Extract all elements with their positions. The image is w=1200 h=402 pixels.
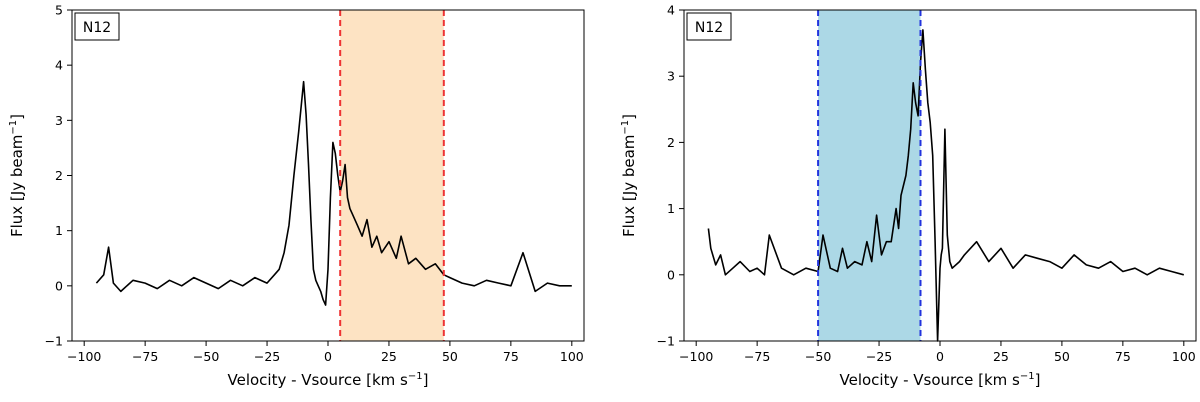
shaded-velocity-band [340,10,444,341]
chart-panel-left: −100 −75 −50 −25 0 25 50 75 100 −1 0 1 2 3 4 5 Velocity … [8,3,585,389]
x-tick-label: 25 [381,349,397,364]
x-tick-label: 75 [503,349,519,364]
y-tick-label: 2 [667,135,675,150]
y-tick-label: 0 [667,267,675,282]
chart-panel-right: −100 −75 −50 −25 0 25 50 75 100 −1 0 1 2 3 4 Velocity -… [620,3,1197,389]
y-tick-label: −1 [45,334,63,349]
y-tick-label: 0 [55,278,63,293]
x-tick-label: 0 [324,349,332,364]
x-tick-label: −50 [193,349,219,364]
x-tick-label: −50 [805,349,831,364]
x-tick-label: 75 [1115,349,1131,364]
panel-label-box [686,12,732,41]
y-tick-label: 4 [667,3,675,18]
x-axis-label: Velocity - Vsource [km s−1] [228,371,429,389]
y-tick-label: 3 [55,113,63,128]
x-tick-label: −100 [679,349,713,364]
x-tick-label: 25 [993,349,1009,364]
y-tick-label: −1 [657,334,675,349]
spectrum-line [95,80,572,306]
x-tick-label: 50 [1054,349,1070,364]
y-axis-label: Flux [Jy beam−1] [620,114,638,237]
x-axis-label: Velocity - Vsource [km s−1] [840,371,1041,389]
y-tick-label: 4 [55,58,63,73]
y-axis-label: Flux [Jy beam−1] [8,114,26,237]
y-tick-label: 5 [55,3,63,18]
y-tick-label: 3 [667,69,675,84]
y-tick-label: 1 [667,201,675,216]
x-tick-label: −25 [254,349,280,364]
x-tick-label: 50 [442,349,458,364]
x-tick-label: 0 [936,349,944,364]
x-tick-label: −100 [67,349,101,364]
panel-label-box [74,12,120,41]
panel-label: N12 [695,20,723,36]
panel-label: N12 [83,20,111,36]
shaded-velocity-band [818,10,921,341]
x-tick-label: −75 [132,349,158,364]
x-tick-label: 100 [1172,349,1196,364]
spectrum-line [707,29,1185,342]
x-tick-label: −75 [744,349,770,364]
x-tick-label: 100 [560,349,584,364]
x-tick-label: −25 [866,349,892,364]
y-tick-label: 2 [55,168,63,183]
y-tick-label: 1 [55,223,63,238]
plot-frame [71,9,585,342]
